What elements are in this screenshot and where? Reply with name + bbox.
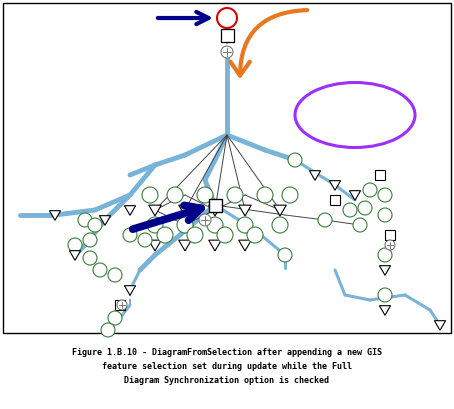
Circle shape xyxy=(378,248,392,262)
Polygon shape xyxy=(350,191,360,200)
Text: Diagram Synchronization option is checked: Diagram Synchronization option is checke… xyxy=(124,376,330,385)
Text: Figure 1.B.10 - DiagramFromSelection after appending a new GIS: Figure 1.B.10 - DiagramFromSelection aft… xyxy=(72,348,382,357)
Circle shape xyxy=(88,218,102,232)
Polygon shape xyxy=(99,216,111,225)
Circle shape xyxy=(378,188,392,202)
Circle shape xyxy=(217,8,237,28)
Circle shape xyxy=(257,187,273,203)
Circle shape xyxy=(358,201,372,215)
Circle shape xyxy=(363,183,377,197)
Polygon shape xyxy=(274,205,286,216)
Circle shape xyxy=(272,217,288,233)
Circle shape xyxy=(378,208,392,222)
Polygon shape xyxy=(209,240,221,251)
Circle shape xyxy=(221,46,233,58)
Polygon shape xyxy=(124,206,136,215)
Polygon shape xyxy=(434,321,445,330)
Polygon shape xyxy=(49,211,60,220)
Circle shape xyxy=(93,263,107,277)
Circle shape xyxy=(227,187,243,203)
Circle shape xyxy=(247,227,263,243)
Circle shape xyxy=(167,187,183,203)
Circle shape xyxy=(177,217,193,233)
Circle shape xyxy=(353,218,367,232)
Circle shape xyxy=(83,233,97,247)
Circle shape xyxy=(142,187,158,203)
Circle shape xyxy=(378,288,392,302)
Bar xyxy=(115,300,125,310)
Bar xyxy=(385,230,395,240)
Circle shape xyxy=(78,213,92,227)
Circle shape xyxy=(108,268,122,282)
Polygon shape xyxy=(309,171,321,180)
Circle shape xyxy=(237,217,253,233)
Bar xyxy=(330,195,340,205)
Circle shape xyxy=(101,323,115,337)
Circle shape xyxy=(199,214,211,226)
Circle shape xyxy=(278,248,292,262)
Circle shape xyxy=(68,238,82,252)
Polygon shape xyxy=(69,251,81,260)
Bar xyxy=(375,170,385,180)
Circle shape xyxy=(197,187,213,203)
Circle shape xyxy=(207,217,223,233)
Circle shape xyxy=(288,153,302,167)
Circle shape xyxy=(157,227,173,243)
Circle shape xyxy=(217,227,233,243)
Circle shape xyxy=(117,300,127,310)
Circle shape xyxy=(83,251,97,265)
Circle shape xyxy=(282,187,298,203)
Polygon shape xyxy=(179,205,191,216)
Polygon shape xyxy=(239,240,252,251)
Circle shape xyxy=(108,311,122,325)
Polygon shape xyxy=(239,205,252,216)
Circle shape xyxy=(187,227,203,243)
Polygon shape xyxy=(380,266,390,275)
Polygon shape xyxy=(179,240,191,251)
Polygon shape xyxy=(209,205,221,216)
Circle shape xyxy=(138,233,152,247)
Polygon shape xyxy=(149,205,161,216)
Bar xyxy=(3,3,451,333)
FancyArrowPatch shape xyxy=(230,10,307,76)
Bar xyxy=(221,29,233,41)
Circle shape xyxy=(318,213,332,227)
Polygon shape xyxy=(124,285,136,295)
Polygon shape xyxy=(380,306,390,315)
Polygon shape xyxy=(330,181,340,190)
Circle shape xyxy=(385,240,395,250)
Polygon shape xyxy=(149,240,161,251)
Circle shape xyxy=(123,228,137,242)
Text: feature selection set during update while the Full: feature selection set during update whil… xyxy=(102,362,352,371)
Circle shape xyxy=(147,217,163,233)
Bar xyxy=(208,198,222,211)
Circle shape xyxy=(343,203,357,217)
